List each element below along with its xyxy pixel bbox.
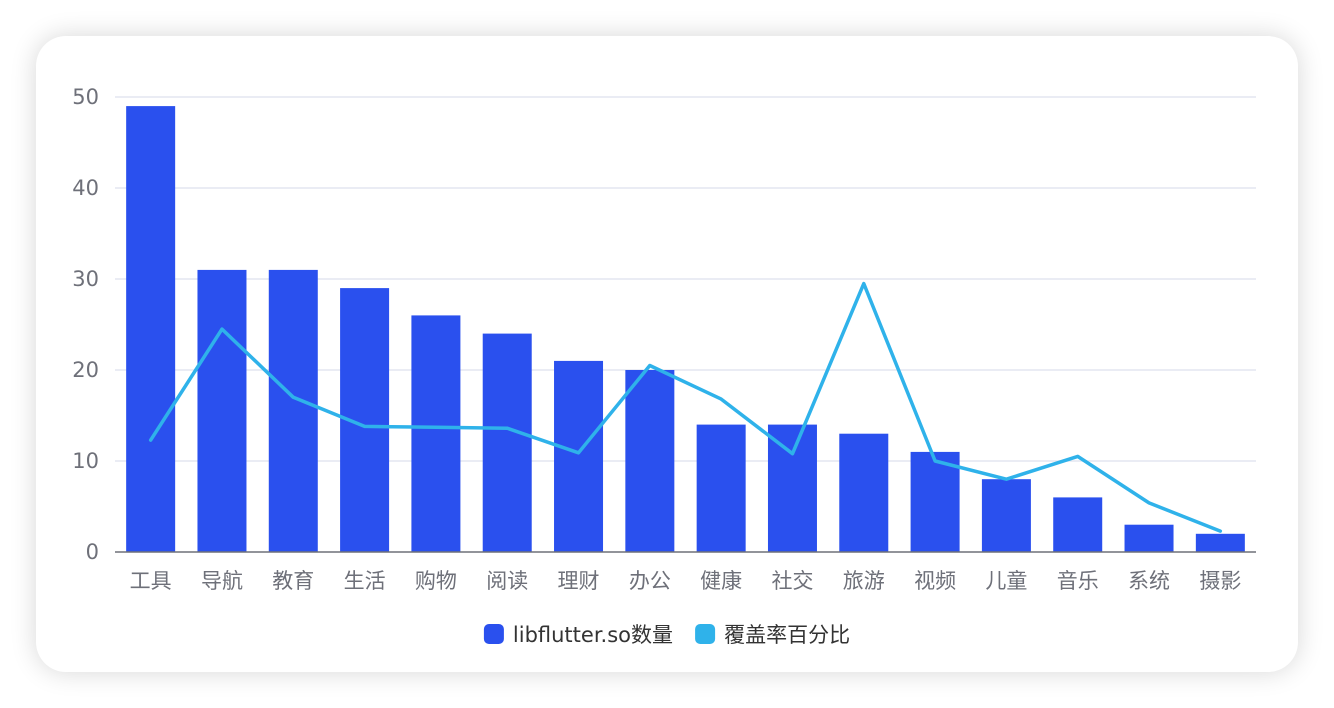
chart-card: 0 10 20 30 40 50 工具 导航 教育 生活 购物 阅读 理财 办公 健康 社交 旅游 视频 儿童 音乐…: [36, 36, 1298, 672]
bar[interactable]: [197, 269, 247, 552]
bar[interactable]: [1124, 524, 1174, 552]
x-tick-label: 儿童: [985, 569, 1027, 593]
legend-label: 覆盖率百分比: [724, 623, 850, 647]
coverage-line[interactable]: [148, 281, 1223, 533]
x-tick-label: 工具: [130, 569, 172, 593]
legend-item-line[interactable]: 覆盖率百分比: [695, 623, 850, 647]
x-tick-label: 教育: [272, 569, 314, 593]
x-tick-label: 办公: [629, 569, 671, 593]
x-tick-label: 系统: [1128, 569, 1170, 593]
combo-chart: 0 10 20 30 40 50 工具 导航 教育 生活 购物 阅读 理财 办公 健康 社交 旅游 视频 儿童 音乐…: [72, 85, 1256, 647]
y-axis-ticks: 0 10 20 30 40 50: [72, 85, 99, 564]
x-tick-label: 导航: [201, 569, 243, 593]
legend-swatch: [695, 624, 716, 644]
bar[interactable]: [981, 479, 1031, 552]
y-tick-label: 50: [72, 85, 99, 109]
bar[interactable]: [1053, 497, 1103, 552]
x-tick-label: 健康: [700, 569, 742, 593]
x-axis-categories: 工具 导航 教育 生活 购物 阅读 理财 办公 健康 社交 旅游 视频 儿童 音乐 系统 摄影: [130, 569, 1242, 593]
x-tick-label: 阅读: [486, 569, 528, 593]
bar[interactable]: [767, 424, 817, 552]
bar[interactable]: [482, 333, 532, 552]
x-tick-label: 购物: [415, 569, 457, 593]
legend-item-bar[interactable]: libflutter.so数量: [483, 623, 673, 647]
line-series: [148, 281, 1223, 533]
bar[interactable]: [839, 433, 889, 552]
y-tick-label: 20: [72, 358, 99, 382]
y-tick-label: 40: [72, 176, 99, 200]
bar[interactable]: [411, 315, 461, 552]
y-tick-label: 10: [72, 449, 99, 473]
x-tick-label: 社交: [771, 569, 813, 593]
bar[interactable]: [1195, 533, 1245, 552]
bar[interactable]: [910, 451, 960, 552]
bar[interactable]: [625, 370, 675, 552]
y-tick-label: 0: [86, 540, 99, 564]
y-tick-label: 30: [72, 267, 99, 291]
x-tick-label: 旅游: [843, 569, 885, 593]
x-tick-label: 摄影: [1199, 569, 1241, 593]
x-tick-label: 视频: [914, 569, 956, 593]
bar[interactable]: [126, 106, 176, 552]
x-tick-label: 音乐: [1057, 569, 1099, 593]
legend-label: libflutter.so数量: [513, 623, 673, 647]
legend-swatch: [483, 624, 504, 644]
bar[interactable]: [268, 269, 318, 552]
bar[interactable]: [554, 360, 604, 552]
x-tick-label: 生活: [344, 569, 386, 593]
legend[interactable]: libflutter.so数量 覆盖率百分比: [483, 623, 850, 647]
bar[interactable]: [696, 424, 746, 552]
bar-series: [126, 106, 1245, 552]
x-tick-label: 理财: [558, 569, 600, 593]
